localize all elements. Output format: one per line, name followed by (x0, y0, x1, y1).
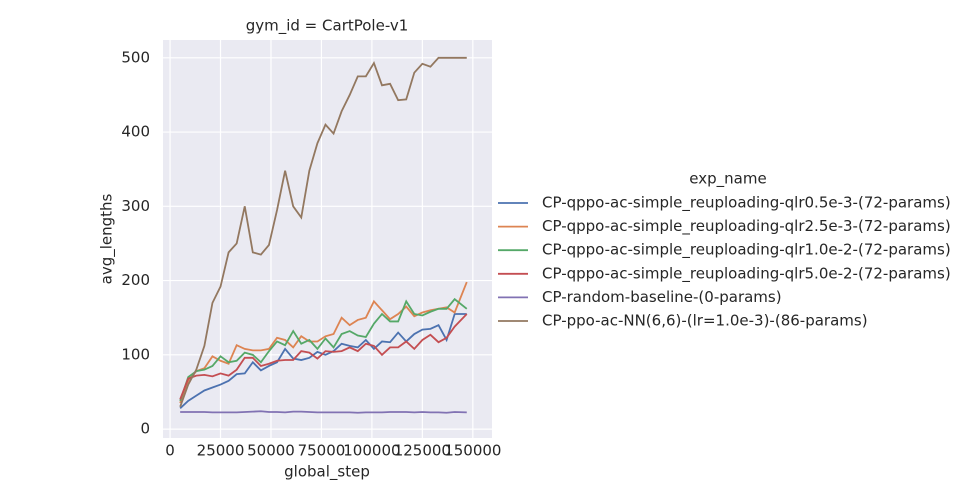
x-tick-label: 75000 (298, 442, 346, 460)
chart-title: gym_id = CartPole-v1 (246, 17, 409, 36)
y-axis-label: avg_lengths (98, 193, 117, 284)
legend-label: CP-qppo-ac-simple_reuploading-qlr1.0e-2-… (542, 241, 951, 260)
x-tick-label: 100000 (343, 442, 400, 460)
legend-label: CP-qppo-ac-simple_reuploading-qlr5.0e-2-… (542, 264, 951, 283)
legend-label: CP-qppo-ac-simple_reuploading-qlr2.5e-3-… (542, 217, 951, 236)
y-tick-label: 0 (140, 420, 150, 438)
x-axis-label: global_step (284, 463, 370, 482)
legend-label: CP-qppo-ac-simple_reuploading-qlr0.5e-3-… (542, 194, 951, 213)
series-line (179, 281, 468, 404)
y-tick-label: 100 (121, 345, 150, 363)
y-tick-label: 200 (121, 271, 150, 289)
series-line (179, 313, 467, 409)
x-tick-label: 125000 (394, 442, 451, 460)
y-tick-label: 300 (121, 197, 150, 215)
x-tick-label: 50000 (247, 442, 295, 460)
series-line (179, 56, 467, 408)
legend-title: exp_name (689, 170, 766, 189)
legend-label: CP-random-baseline-(0-params) (542, 288, 782, 306)
series-line (179, 313, 468, 400)
legend-label: CP-ppo-ac-NN(6,6)-(lr=1.0e-3)-(86-params… (542, 312, 868, 330)
x-tick-label: 0 (165, 442, 175, 460)
series-line (180, 410, 467, 414)
x-tick-label: 150000 (444, 442, 501, 460)
y-tick-label: 400 (121, 123, 150, 141)
series-line (179, 297, 468, 402)
plot-area (163, 40, 492, 438)
x-tick-label: 25000 (197, 442, 245, 460)
y-tick-label: 500 (121, 48, 150, 66)
